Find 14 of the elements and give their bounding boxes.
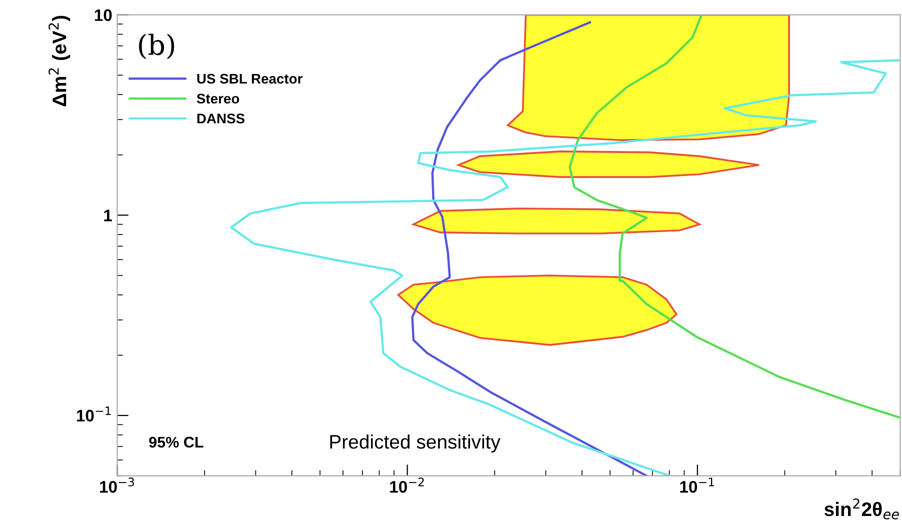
- legend-label: US SBL Reactor: [197, 74, 302, 84]
- x-tick-label: 10$^{−3}$: [100, 478, 134, 493]
- annotation: (b): [139, 34, 174, 60]
- y-axis-title: Δm$^{2}$ (eV$^{2}$): [48, 16, 70, 106]
- annotation: 95% CL: [149, 436, 204, 448]
- annotation: Predicted sensitivity: [330, 434, 500, 453]
- y-tick-label: 10: [94, 9, 112, 22]
- y-tick-label: 1: [104, 210, 112, 222]
- legend-label: DANSS: [197, 114, 245, 124]
- legend-label: Stereo: [196, 94, 240, 104]
- y-tick-label: 10$^{−1}$: [76, 406, 111, 422]
- x-tick-label: 10$^{−1}$: [680, 478, 714, 493]
- x-tick-label: 10$^{−2}$: [390, 478, 424, 493]
- x-axis-title: sin$^{2}$2θ$_{ee}$: [824, 498, 899, 520]
